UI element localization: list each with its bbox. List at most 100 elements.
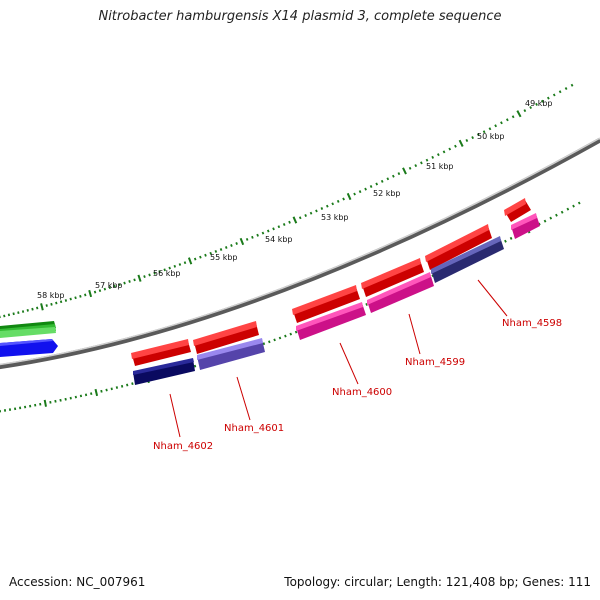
gene-navy-2[interactable] <box>431 236 504 283</box>
gene-lavender-1[interactable] <box>197 338 265 370</box>
scale-minor-tick <box>74 296 77 300</box>
scale-minor-tick <box>325 204 329 208</box>
map-title: Nitrobacter hamburgensis X14 plasmid 3, … <box>98 9 502 24</box>
gene-red-2[interactable] <box>193 321 259 354</box>
scale-minor-tick <box>408 166 412 170</box>
scale-minor-tick <box>268 340 271 344</box>
scale-minor-tick <box>277 225 281 229</box>
scale-minor-tick <box>572 204 575 208</box>
scale-minor-tick <box>471 136 475 140</box>
scale-minor-tick <box>118 283 121 286</box>
scale-minor-tick <box>549 216 553 220</box>
gene-green-left[interactable] <box>0 321 56 338</box>
scale-minor-tick <box>214 249 218 253</box>
scale-minor-tick <box>54 399 57 403</box>
scale-label-54: 54 kbp <box>265 235 293 244</box>
scale-minor-tick <box>21 310 25 313</box>
scale-minor-tick <box>560 210 564 214</box>
scale-minor-tick <box>153 271 156 275</box>
scale-minor-tick <box>251 235 254 239</box>
gene-label-4599[interactable]: Nham_4599 <box>405 357 465 368</box>
gene-red-6[interactable] <box>504 198 531 222</box>
scale-minor-tick <box>178 263 182 266</box>
gene-red-1[interactable] <box>131 339 191 366</box>
gene-pink-1[interactable] <box>296 302 366 340</box>
scale-minor-tick <box>235 242 238 245</box>
scale-minor-tick <box>110 387 113 391</box>
scale-minor-tick <box>261 231 265 235</box>
scale-minor-tick <box>219 248 223 251</box>
scale-minor-tick <box>397 172 401 176</box>
scale-minor-tick <box>193 257 197 261</box>
scale-minor-tick <box>298 216 302 220</box>
scale-label-53: 53 kbp <box>321 213 349 222</box>
scale-minor-tick <box>115 386 119 389</box>
scale-minor-tick <box>555 213 558 217</box>
scale-minor-tick <box>364 187 367 191</box>
scale-minor-tick <box>547 96 550 100</box>
gene-red-4[interactable] <box>361 258 424 297</box>
scale-minor-tick <box>425 158 429 162</box>
scale-minor-tick <box>120 384 124 388</box>
scale-label-56: 56 kbp <box>153 269 181 278</box>
scale-minor-tick <box>375 182 379 186</box>
gene-label-4600[interactable]: Nham_4600 <box>332 387 392 398</box>
scale-minor-tick <box>64 397 67 401</box>
scale-minor-tick <box>380 179 384 183</box>
scale-minor-tick <box>26 309 29 312</box>
scale-minor-tick <box>454 144 457 148</box>
scale-minor-tick <box>420 161 423 165</box>
scale-minor-tick <box>442 150 446 154</box>
scale-label-49: 49 kbp <box>525 99 553 108</box>
gene-label-4601[interactable]: Nham_4601 <box>224 423 284 434</box>
scale-minor-tick <box>245 237 249 241</box>
scale-minor-tick <box>143 275 146 278</box>
gene-red-3[interactable] <box>292 285 360 323</box>
scale-minor-tick <box>500 121 503 125</box>
scale-minor-tick <box>128 280 131 283</box>
scale-minor-tick <box>262 342 266 346</box>
scale-minor-tick <box>414 164 418 168</box>
scale-label-55: 55 kbp <box>210 253 238 262</box>
scale-major-tick <box>43 399 47 407</box>
scale-minor-tick <box>535 102 538 106</box>
scale-minor-tick <box>558 90 562 94</box>
scale-minor-tick <box>158 270 161 273</box>
gene-navy-1[interactable] <box>133 358 195 385</box>
gene-label-4602[interactable]: Nham_4602 <box>153 441 213 452</box>
scale-minor-tick <box>529 106 532 110</box>
gene-pink-2[interactable] <box>367 272 434 313</box>
scale-minor-tick <box>282 223 286 226</box>
leader-line-4600 <box>339 342 359 385</box>
scale-minor-tick <box>79 294 82 298</box>
gene-pink-3[interactable] <box>511 213 540 239</box>
gene-red-5[interactable] <box>425 224 492 270</box>
gene-label-4598[interactable]: Nham_4598 <box>502 318 562 329</box>
scale-minor-tick <box>17 311 20 314</box>
scale-minor-tick <box>564 87 568 91</box>
sequence-summary: Topology: circular; Length: 121,408 bp; … <box>284 575 591 589</box>
scale-major-tick <box>516 110 522 118</box>
scale-major-tick <box>346 192 352 201</box>
plasmid-backbone-highlight <box>0 137 600 366</box>
scale-minor-tick <box>103 287 107 291</box>
scale-major-tick <box>88 289 93 298</box>
scale-minor-tick <box>543 219 547 223</box>
gene-blue-left[interactable] <box>0 339 58 357</box>
outer-scale-ring <box>0 83 574 319</box>
plasmid-backbone <box>0 137 600 370</box>
scale-minor-tick <box>105 388 108 392</box>
scale-minor-tick <box>266 229 270 233</box>
scale-minor-tick <box>55 301 58 305</box>
scale-minor-tick <box>100 389 103 393</box>
scale-minor-tick <box>193 364 197 368</box>
scale-minor-tick <box>131 382 134 386</box>
leader-line-4602 <box>169 393 181 438</box>
scale-minor-tick <box>133 278 136 282</box>
scale-minor-tick <box>84 393 88 397</box>
inner-scale-ring <box>0 201 581 413</box>
scale-minor-tick <box>69 396 72 400</box>
scale-minor-tick <box>126 383 129 387</box>
